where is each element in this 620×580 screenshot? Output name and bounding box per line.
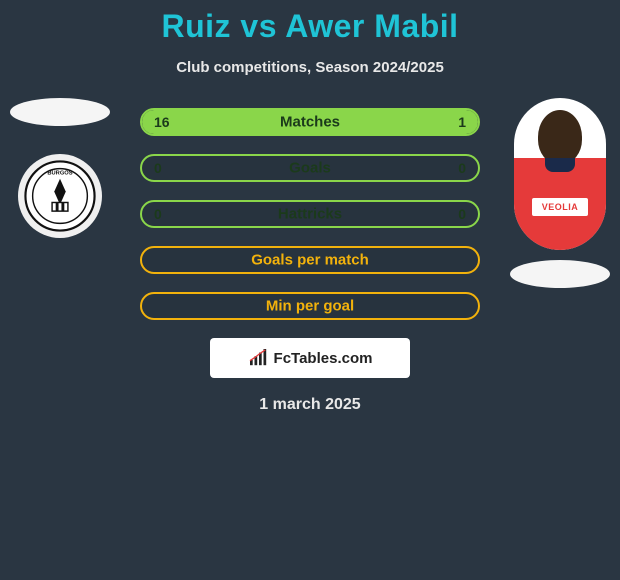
stat-value-right: 0 xyxy=(458,206,466,222)
stat-value-right: 0 xyxy=(458,160,466,176)
stat-bars: 16 1 Matches 0 0 Goals 0 0 Hattricks Goals per ma… xyxy=(140,108,480,320)
stat-label: Hattricks xyxy=(278,206,342,223)
page-title: Ruiz vs Awer Mabil xyxy=(0,0,620,45)
player-right-slot: VEOLIA xyxy=(510,98,610,258)
stat-value-left: 16 xyxy=(154,114,170,130)
stat-row: 0 0 Goals xyxy=(140,154,480,182)
jersey-sponsor: VEOLIA xyxy=(532,198,588,216)
player-right-photo: VEOLIA xyxy=(514,98,606,250)
club-badge-left: BURGOS xyxy=(18,154,102,238)
player-left-placeholder xyxy=(10,98,110,126)
brand-badge[interactable]: FcTables.com xyxy=(210,338,410,378)
stat-value-left: 0 xyxy=(154,206,162,222)
player-left-slot: BURGOS xyxy=(10,98,110,258)
stat-label: Goals xyxy=(289,160,331,177)
brand-text: FcTables.com xyxy=(274,350,373,367)
stat-fill-right xyxy=(401,110,478,134)
stat-row: 0 0 Hattricks xyxy=(140,200,480,228)
stat-label: Goals per match xyxy=(251,252,369,269)
comparison-date: 1 march 2025 xyxy=(0,396,620,414)
comparison-panel: BURGOS VEOLIA 16 1 Matches 0 0 Goals 0 0 Hattric… xyxy=(0,108,620,414)
stat-label: Matches xyxy=(280,114,340,131)
player-right-placeholder xyxy=(510,260,610,288)
subtitle: Club competitions, Season 2024/2025 xyxy=(0,59,620,76)
stat-label: Min per goal xyxy=(266,298,354,315)
stat-row: Goals per match xyxy=(140,246,480,274)
svg-text:BURGOS: BURGOS xyxy=(47,170,72,176)
stat-row: Min per goal xyxy=(140,292,480,320)
stat-value-left: 0 xyxy=(154,160,162,176)
stat-fill-left xyxy=(142,110,401,134)
chart-icon xyxy=(248,349,270,367)
stat-value-right: 1 xyxy=(458,114,466,130)
stat-row: 16 1 Matches xyxy=(140,108,480,136)
club-crest-icon: BURGOS xyxy=(24,160,96,232)
